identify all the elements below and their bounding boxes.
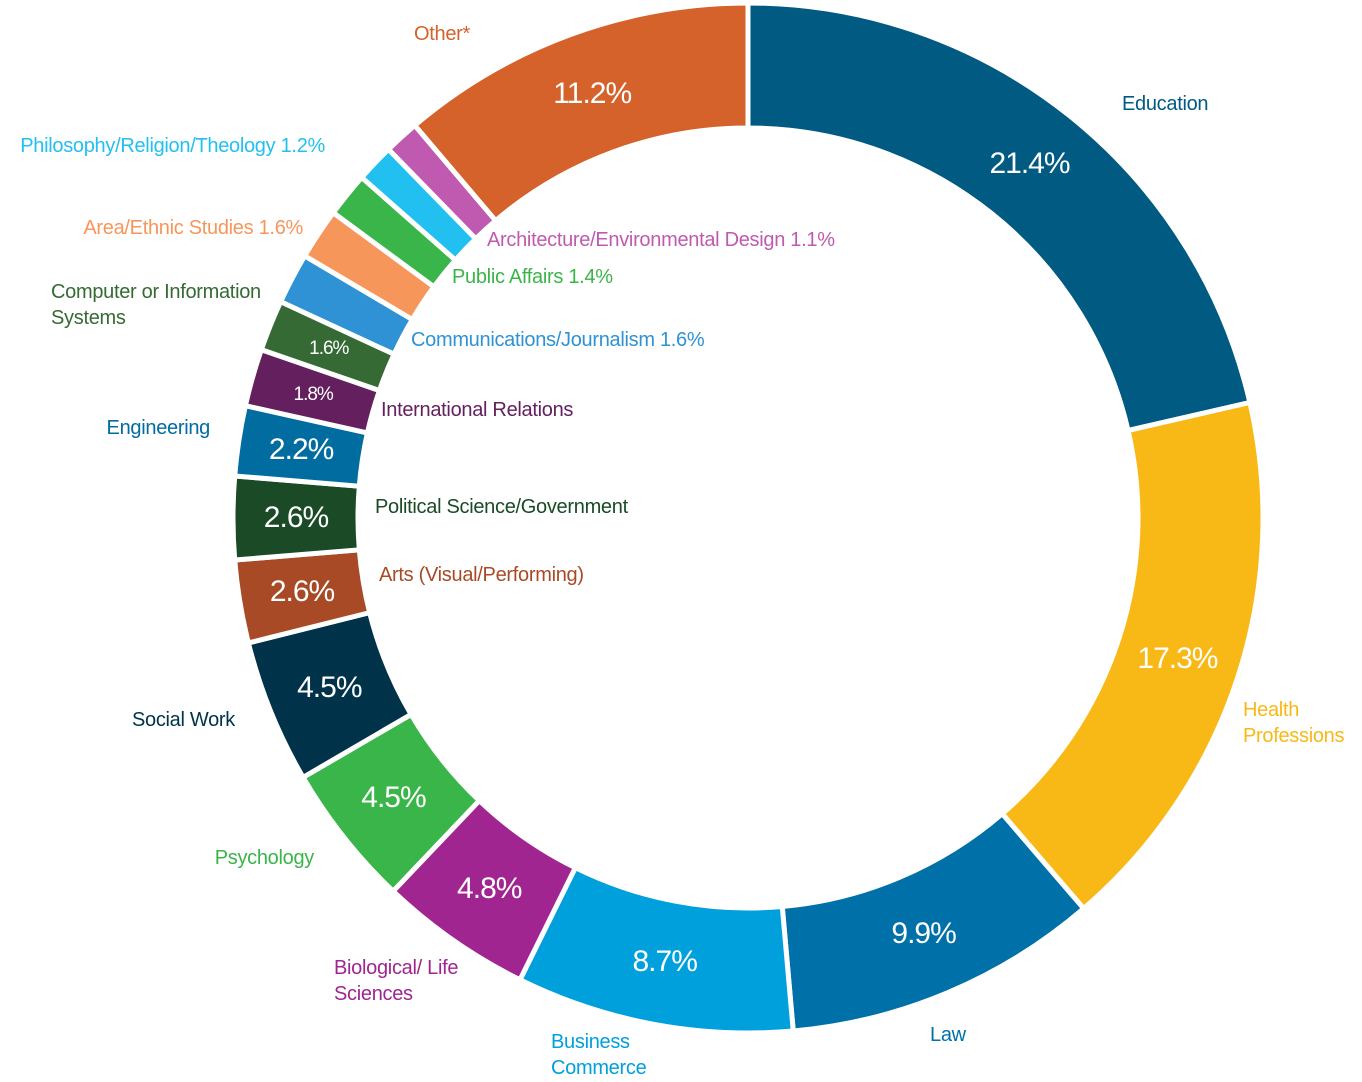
value-text: 21.4% xyxy=(989,147,1070,181)
category-label: Health Professions xyxy=(1243,697,1362,749)
category-label: Law xyxy=(930,1022,966,1048)
value-label: 2.2% xyxy=(268,433,334,467)
category-label: Arts (Visual/Performing) xyxy=(379,562,584,588)
donut-slice xyxy=(411,0,751,225)
category-label: Area/Ethnic Studies 1.6% xyxy=(83,215,303,241)
category-label: Psychology xyxy=(214,845,315,871)
category-name: Public Affairs xyxy=(452,266,564,288)
category-name: Psychology xyxy=(214,847,315,869)
value-label: 4.8% xyxy=(457,871,522,906)
donut-slice xyxy=(998,399,1266,913)
category-name: Computer or Information Systems xyxy=(51,281,261,329)
category-name: Communications/Journalism xyxy=(411,329,655,351)
value-text: 11.2% xyxy=(553,76,632,110)
donut-slice xyxy=(745,0,1253,434)
value-text: 4.8% xyxy=(457,871,522,905)
category-name: Architecture/Environmental Design xyxy=(487,229,786,251)
category-name: Arts (Visual/Performing) xyxy=(379,564,584,586)
value-label: 4.5% xyxy=(361,781,426,815)
value-text: 9.9% xyxy=(891,917,956,951)
category-label: Business Commerce xyxy=(551,1029,661,1081)
value-label: 8.7% xyxy=(632,945,697,979)
value-label: 17.3% xyxy=(1137,642,1218,676)
value-text: 1.1% xyxy=(790,229,835,251)
value-label: 2.6% xyxy=(263,501,329,535)
category-name: Health Professions xyxy=(1243,699,1345,747)
category-label: Architecture/Environmental Design 1.1% xyxy=(487,227,835,253)
category-label: Public Affairs 1.4% xyxy=(452,264,613,290)
value-label: 9.9% xyxy=(891,917,956,951)
value-label: 2.6% xyxy=(269,574,335,609)
value-text: 2.6% xyxy=(263,501,329,534)
value-text: 1.4% xyxy=(568,266,613,288)
value-text: 4.5% xyxy=(361,781,426,815)
value-label: 21.4% xyxy=(989,147,1070,181)
value-text: 2.6% xyxy=(269,574,335,608)
value-text: 1.6% xyxy=(258,217,304,239)
category-label: International Relations xyxy=(381,397,573,423)
category-label: Other* xyxy=(414,21,470,47)
value-label: 4.5% xyxy=(297,671,362,705)
category-name: Area/Ethnic Studies xyxy=(83,217,254,239)
category-label: Education xyxy=(1122,91,1209,117)
value-text: 4.5% xyxy=(297,671,362,705)
value-text: 1.6% xyxy=(659,329,705,351)
value-text: 2.2% xyxy=(268,433,334,467)
category-name: Law xyxy=(930,1024,966,1046)
category-name: International Relations xyxy=(381,399,574,421)
category-name: Business Commerce xyxy=(551,1031,647,1079)
value-text: 1.6% xyxy=(309,337,349,359)
category-name: Other* xyxy=(413,23,470,45)
category-name: Biological/ Life Sciences xyxy=(334,957,459,1005)
value-text: 8.7% xyxy=(632,945,697,979)
category-name: Philosophy/Religion/Theology xyxy=(20,135,276,157)
value-label: 1.8% xyxy=(293,383,334,406)
value-label: 1.6% xyxy=(309,337,349,360)
value-text: 17.3% xyxy=(1137,642,1218,676)
category-label: Philosophy/Religion/Theology 1.2% xyxy=(20,133,325,159)
category-label: Computer or Information Systems xyxy=(51,279,266,331)
category-label: Engineering xyxy=(106,415,211,441)
category-name: Engineering xyxy=(106,417,211,439)
category-label: Communications/Journalism 1.6% xyxy=(411,327,705,353)
value-label: 11.2% xyxy=(553,76,632,111)
category-label: Social Work xyxy=(132,707,235,733)
value-text: 1.2% xyxy=(280,135,326,157)
category-label: Political Science/Government xyxy=(375,494,628,520)
category-name: Education xyxy=(1122,93,1209,115)
category-label: Biological/ Life Sciences xyxy=(334,955,474,1007)
value-text: 1.8% xyxy=(293,383,334,405)
category-name: Social Work xyxy=(131,709,235,731)
category-name: Political Science/Government xyxy=(375,496,628,518)
